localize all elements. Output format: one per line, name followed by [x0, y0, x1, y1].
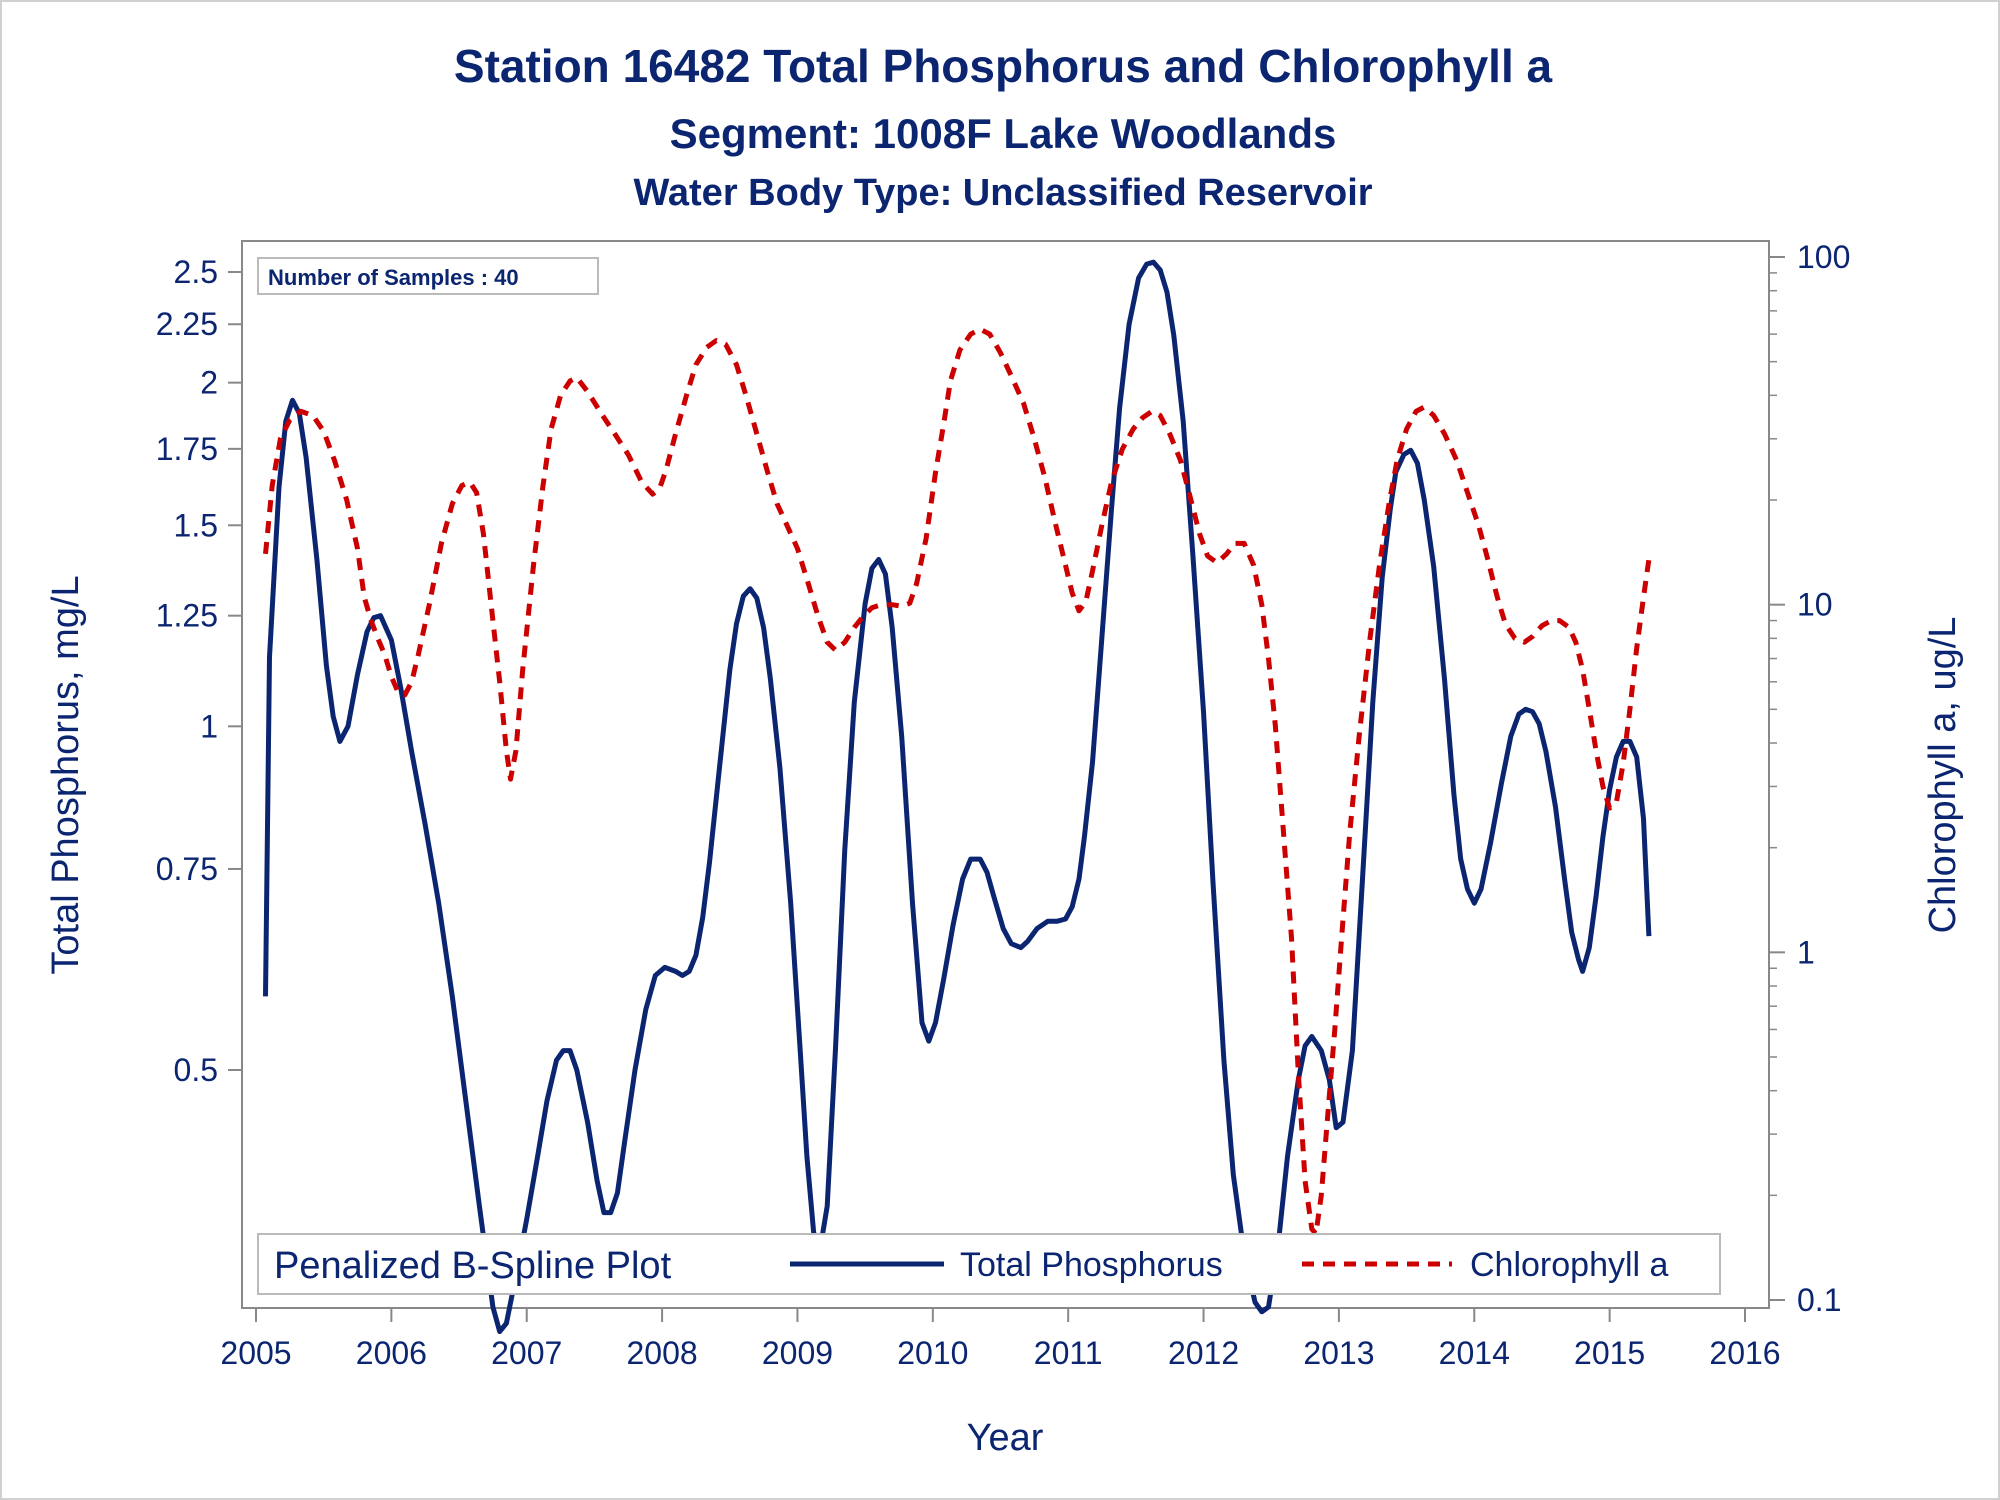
x-tick-label: 2007 [491, 1335, 562, 1371]
x-tick-label: 2013 [1303, 1335, 1374, 1371]
y-right-tick-label: 1 [1797, 934, 1815, 970]
legend-label-phosphorus: Total Phosphorus [960, 1246, 1223, 1284]
y-left-tick-label: 1.5 [174, 507, 218, 543]
chart-subtitle-2: Water Body Type: Unclassified Reservoir [633, 172, 1372, 214]
x-tick-label: 2009 [762, 1335, 833, 1371]
x-tick-label: 2006 [356, 1335, 427, 1371]
y-left-tick-label: 2.25 [156, 306, 218, 342]
y-right-tick-label: 100 [1797, 239, 1850, 275]
y-left-tick-label: 1.25 [156, 598, 218, 634]
y-axis-right: 0.1 1 10 100 [1769, 239, 1850, 1318]
y-left-tick-label: 1.75 [156, 431, 218, 467]
x-tick-label: 2016 [1709, 1335, 1780, 1371]
x-tick-label: 2012 [1168, 1335, 1239, 1371]
legend-label-chlorophyll: Chlorophyll a [1470, 1246, 1669, 1284]
x-tick-label: 2005 [220, 1335, 291, 1371]
sample-count-label: Number of Samples : 40 [268, 265, 519, 290]
y-axis-left-label: Total Phosphorus, mg/L [45, 575, 87, 974]
chart-title: Station 16482 Total Phosphorus and Chlor… [454, 40, 1553, 92]
y-right-tick-label: 0.1 [1797, 1282, 1841, 1318]
y-left-tick-label: 1 [200, 708, 218, 744]
x-tick-label: 2008 [626, 1335, 697, 1371]
series-line-chlorophyll [263, 326, 1652, 1237]
sample-count-box [257, 257, 599, 295]
y-axis-right-label: Chlorophyll a, ug/L [1922, 617, 1964, 934]
x-tick-label: 2010 [897, 1335, 968, 1371]
plot-area [241, 240, 1770, 1309]
series-layer [263, 259, 1652, 1335]
y-left-tick-label: 0.5 [174, 1052, 218, 1088]
y-left-tick-label: 2 [200, 365, 218, 401]
y-right-tick-label: 10 [1797, 587, 1833, 623]
x-tick-label: 2015 [1574, 1335, 1645, 1371]
series-line-phosphorus [263, 259, 1652, 1335]
legend-box [257, 1233, 1721, 1295]
y-left-tick-label: 0.75 [156, 851, 218, 887]
y-axis-left: 0.5 0.75 1 1.25 1.5 1.75 2 2.25 2.5 [156, 254, 242, 1088]
legend-title: Penalized B-Spline Plot [274, 1245, 672, 1287]
x-tick-label: 2011 [1034, 1335, 1103, 1371]
chart-subtitle: Segment: 1008F Lake Woodlands [670, 110, 1337, 157]
y-left-tick-label: 2.5 [174, 254, 218, 290]
x-axis: 2005 2006 2007 2008 2009 2010 2011 2012 2013 2014… [220, 1308, 1781, 1371]
x-axis-label: Year [967, 1417, 1044, 1459]
legend: Penalized B-Spline Plot Total Phosphorus… [257, 1233, 1721, 1295]
x-tick-label: 2014 [1439, 1335, 1510, 1371]
